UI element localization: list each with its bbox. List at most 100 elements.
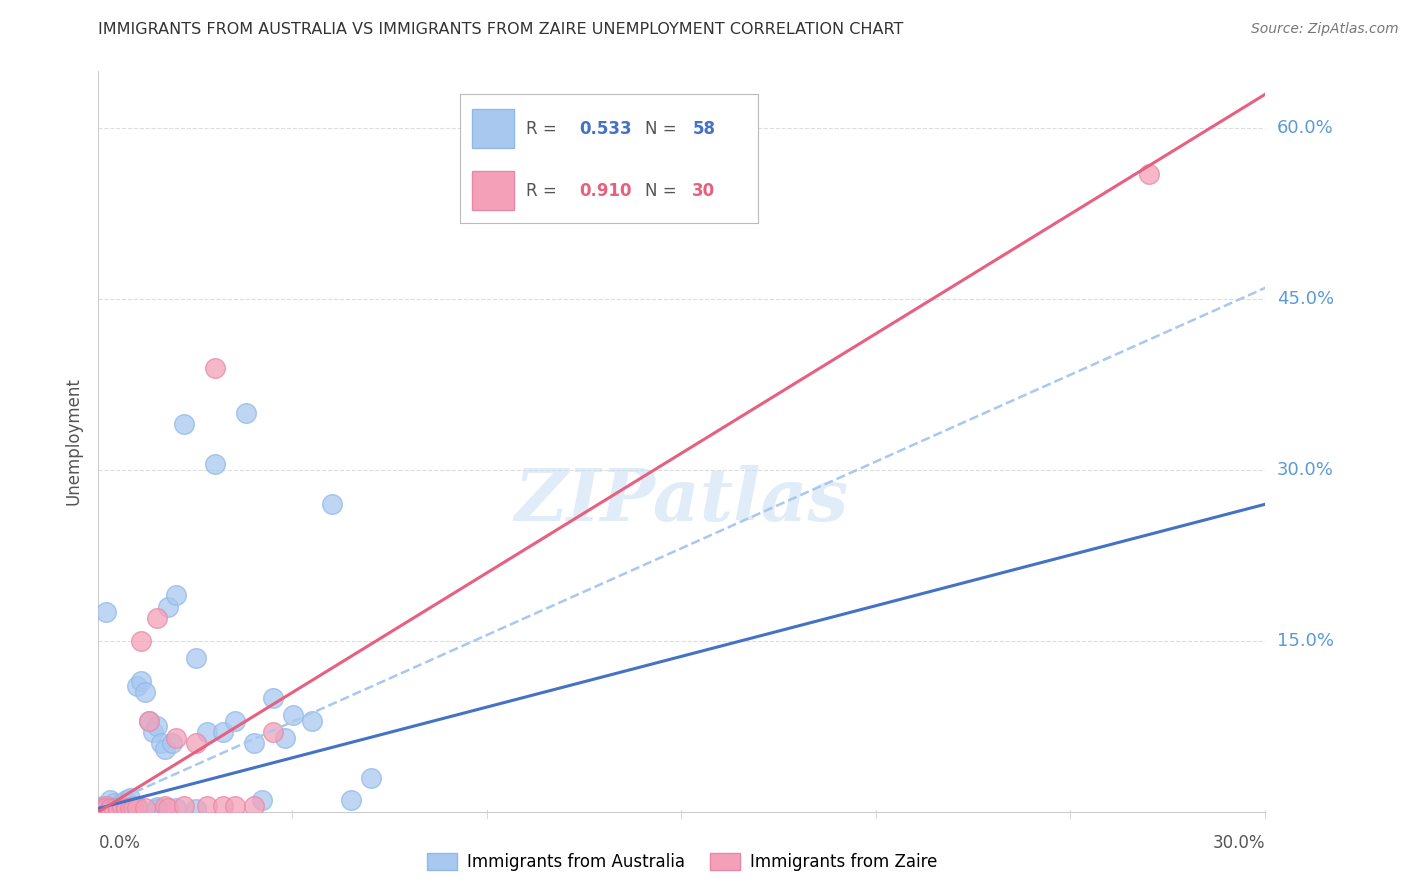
Point <box>96 801 118 815</box>
Point <box>122 799 145 814</box>
Text: |: | <box>875 810 877 819</box>
Point <box>173 799 195 814</box>
Point <box>301 714 323 728</box>
Point <box>195 799 218 814</box>
Text: |: | <box>486 810 489 819</box>
Point <box>146 611 169 625</box>
Point <box>107 801 129 815</box>
Point <box>173 417 195 432</box>
Point <box>195 725 218 739</box>
Point <box>243 736 266 750</box>
Point <box>1137 167 1160 181</box>
Point <box>96 804 118 818</box>
Point <box>262 690 284 705</box>
Point <box>235 406 257 420</box>
Point <box>204 458 226 472</box>
Point <box>96 800 118 814</box>
Point <box>153 799 176 814</box>
Text: IMMIGRANTS FROM AUSTRALIA VS IMMIGRANTS FROM ZAIRE UNEMPLOYMENT CORRELATION CHAR: IMMIGRANTS FROM AUSTRALIA VS IMMIGRANTS … <box>98 22 904 37</box>
Point <box>103 801 125 815</box>
Point <box>118 791 141 805</box>
Point <box>98 802 121 816</box>
Point <box>243 799 266 814</box>
Point <box>114 793 136 807</box>
Point <box>250 793 273 807</box>
Point <box>146 719 169 733</box>
Point <box>184 736 207 750</box>
Text: ZIPatlas: ZIPatlas <box>515 466 849 536</box>
Point <box>134 685 156 699</box>
Point <box>165 801 187 815</box>
Point <box>98 801 121 815</box>
Point <box>184 802 207 816</box>
Point <box>146 800 169 814</box>
Point <box>212 799 235 814</box>
Text: |: | <box>1264 810 1267 819</box>
Point <box>129 673 152 688</box>
Point <box>153 742 176 756</box>
Point <box>96 799 118 814</box>
Point <box>157 801 180 815</box>
Point <box>98 801 121 815</box>
Text: 45.0%: 45.0% <box>1277 290 1334 308</box>
Point <box>127 680 149 694</box>
Point <box>262 725 284 739</box>
Point <box>114 801 136 815</box>
Point <box>129 633 152 648</box>
Point <box>98 802 121 816</box>
Point <box>165 588 187 602</box>
Point <box>134 801 156 815</box>
Point <box>138 714 160 728</box>
Point <box>127 802 149 816</box>
Text: 0.0%: 0.0% <box>98 834 141 852</box>
Point <box>340 793 363 807</box>
Point <box>149 736 172 750</box>
Point <box>321 497 343 511</box>
Point <box>142 725 165 739</box>
Point <box>224 799 246 814</box>
Point <box>107 802 129 816</box>
Text: Source: ZipAtlas.com: Source: ZipAtlas.com <box>1251 22 1399 37</box>
Point <box>165 731 187 745</box>
Text: 15.0%: 15.0% <box>1277 632 1334 650</box>
Legend: Immigrants from Australia, Immigrants from Zaire: Immigrants from Australia, Immigrants fr… <box>420 846 943 878</box>
Text: |: | <box>681 810 683 819</box>
Point <box>107 801 129 815</box>
Point <box>103 802 125 816</box>
Text: 30.0%: 30.0% <box>1277 461 1333 479</box>
Point <box>212 725 235 739</box>
Point <box>98 800 121 814</box>
Point <box>127 801 149 815</box>
Point <box>127 799 149 814</box>
Point <box>114 801 136 815</box>
Point <box>184 651 207 665</box>
Point <box>91 799 114 814</box>
Point <box>111 796 134 810</box>
Text: 60.0%: 60.0% <box>1277 120 1333 137</box>
Point <box>96 801 118 815</box>
Point <box>91 801 114 815</box>
Text: 30.0%: 30.0% <box>1213 834 1265 852</box>
Text: |: | <box>1070 810 1073 819</box>
Point <box>122 801 145 815</box>
Point <box>98 793 121 807</box>
Point <box>138 714 160 728</box>
Point <box>114 802 136 816</box>
Point <box>118 801 141 815</box>
Point <box>103 802 125 816</box>
Point <box>281 707 304 722</box>
Point <box>157 599 180 614</box>
Point <box>103 796 125 810</box>
Point <box>360 771 382 785</box>
Point <box>162 736 184 750</box>
Point <box>204 360 226 375</box>
Y-axis label: Unemployment: Unemployment <box>65 377 83 506</box>
Point <box>118 801 141 815</box>
Point <box>274 731 297 745</box>
Point <box>111 801 134 815</box>
Point <box>107 799 129 814</box>
Point <box>91 801 114 815</box>
Point <box>224 714 246 728</box>
Point <box>146 802 169 816</box>
Point <box>111 800 134 814</box>
